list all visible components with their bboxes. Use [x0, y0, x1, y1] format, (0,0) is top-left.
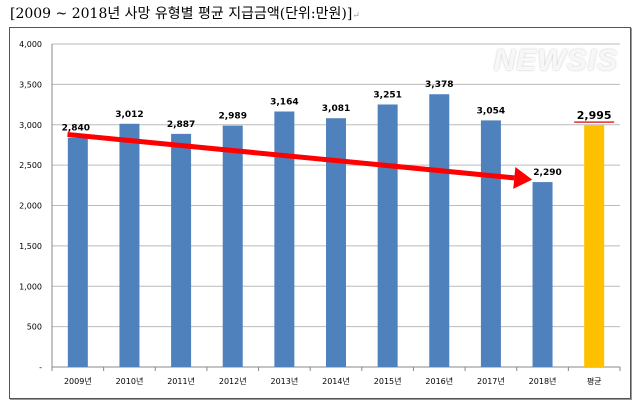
data-label: 3,164: [270, 98, 298, 108]
bar: [326, 118, 346, 367]
page-title: [2009 ~ 2018년 사망 유형별 평균 지급금액(단위:만원)]↵: [10, 3, 360, 23]
data-label: 3,251: [373, 90, 401, 100]
y-tick-label: 3,500: [19, 80, 42, 89]
bar: [274, 111, 295, 368]
y-tick-label: 1,500: [19, 242, 42, 251]
y-tick-label: 500: [27, 323, 42, 332]
x-tick-label: 평균: [587, 376, 602, 386]
x-tick-label: 2017년: [477, 376, 505, 386]
x-tick-label: 2010년: [116, 376, 144, 386]
bar: [584, 125, 605, 367]
data-label: 3,012: [115, 110, 143, 120]
data-label: 3,054: [477, 106, 505, 116]
y-tick-label: 3,000: [19, 121, 42, 130]
bar: [119, 123, 140, 367]
paragraph-mark: ↵: [352, 11, 360, 21]
watermark-logo: NEWSIS: [493, 44, 618, 77]
x-tick-label: 2014년: [322, 376, 350, 386]
data-label: 2,995: [577, 109, 612, 122]
x-tick-label: 2011년: [167, 376, 195, 386]
data-label: 3,081: [322, 104, 350, 114]
x-tick-label: 2018년: [529, 376, 557, 386]
y-tick-label: 2,000: [19, 202, 42, 211]
bar: [480, 120, 501, 368]
data-label: 2,840: [62, 124, 90, 134]
x-tick-label: 2013년: [270, 376, 298, 386]
y-tick-label: 2,500: [19, 161, 42, 170]
bar: [67, 137, 88, 367]
bar: [377, 104, 398, 367]
trend-arrow-shaft: [67, 131, 515, 181]
data-label: 2,989: [218, 112, 246, 122]
bar: [171, 133, 192, 367]
y-tick-label: 1,000: [19, 282, 42, 291]
title-text: [2009 ~ 2018년 사망 유형별 평균 지급금액(단위:만원)]: [10, 6, 353, 22]
trend-arrow-head: [513, 166, 533, 189]
bar: [532, 182, 553, 367]
x-tick-label: 2016년: [425, 376, 453, 386]
x-tick-label: 2012년: [219, 376, 247, 386]
x-tick-label: 2009년: [64, 376, 92, 386]
data-label: 2,290: [533, 168, 561, 178]
chart-frame: [9, 27, 631, 399]
y-tick-label: 4,000: [19, 40, 42, 49]
data-label: 2,887: [167, 120, 195, 130]
x-tick-label: 2015년: [374, 376, 402, 386]
data-label: 3,378: [425, 80, 453, 90]
y-tick-label: -: [39, 363, 42, 372]
bar: [222, 125, 243, 368]
bar: [429, 94, 450, 367]
